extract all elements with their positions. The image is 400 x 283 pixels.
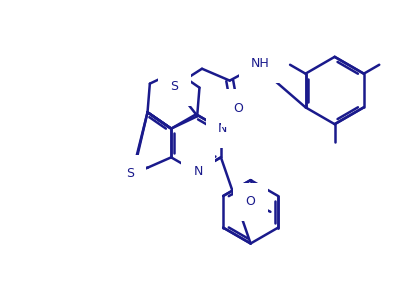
- Text: N: N: [218, 122, 228, 135]
- Text: S: S: [126, 167, 134, 180]
- Text: N: N: [193, 165, 203, 178]
- Text: S: S: [170, 80, 178, 93]
- Text: O: O: [234, 102, 244, 115]
- Text: O: O: [246, 195, 256, 208]
- Text: NH: NH: [251, 57, 270, 70]
